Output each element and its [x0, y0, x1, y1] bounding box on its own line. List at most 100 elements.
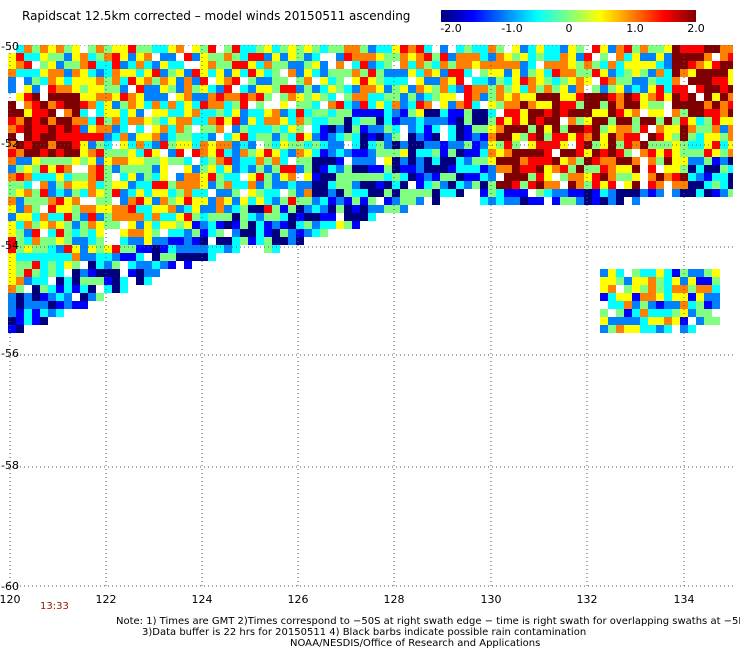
data-cell: [256, 181, 264, 189]
data-cell: [376, 85, 384, 93]
data-cell: [648, 285, 656, 293]
data-cell: [512, 197, 520, 205]
data-cell: [104, 101, 112, 109]
data-cell: [544, 189, 552, 197]
data-cell: [160, 205, 168, 213]
data-cell: [176, 109, 184, 117]
data-cell: [96, 101, 104, 109]
data-cell: [264, 53, 272, 61]
data-cell: [304, 69, 312, 77]
data-cell: [264, 189, 272, 197]
data-cell: [600, 277, 608, 285]
data-cell: [384, 109, 392, 117]
data-cell: [248, 125, 256, 133]
data-cell: [400, 197, 408, 205]
data-cell: [568, 133, 576, 141]
data-cell: [632, 85, 640, 93]
data-cell: [280, 157, 288, 165]
data-cell: [216, 229, 224, 237]
data-cell: [432, 181, 440, 189]
data-cell: [152, 165, 160, 173]
data-cell: [464, 133, 472, 141]
data-cell: [80, 101, 88, 109]
data-cell: [640, 285, 648, 293]
data-cell: [56, 181, 64, 189]
data-cell: [64, 77, 72, 85]
data-cell: [312, 173, 320, 181]
data-cell: [128, 93, 136, 101]
lon-label: 130: [480, 593, 502, 606]
data-cell: [576, 85, 584, 93]
data-cell: [160, 261, 168, 269]
data-cell: [624, 125, 632, 133]
data-cell: [512, 165, 520, 173]
data-cell: [448, 69, 456, 77]
data-cell: [8, 253, 16, 261]
data-cell: [176, 213, 184, 221]
data-cell: [32, 69, 40, 77]
data-cell: [264, 69, 272, 77]
data-cell: [632, 133, 640, 141]
data-cell: [416, 173, 424, 181]
data-cell: [584, 173, 592, 181]
data-cell: [472, 77, 480, 85]
data-cell: [320, 117, 328, 125]
data-cell: [136, 53, 144, 61]
data-cell: [504, 181, 512, 189]
data-cell: [312, 229, 320, 237]
data-cell: [32, 293, 40, 301]
data-cell: [88, 61, 96, 69]
data-cell: [544, 165, 552, 173]
data-cell: [216, 53, 224, 61]
data-cell: [208, 125, 216, 133]
data-cell: [24, 253, 32, 261]
data-cell: [640, 325, 648, 333]
data-cell: [600, 285, 608, 293]
data-cell: [688, 269, 696, 277]
data-cell: [248, 229, 256, 237]
data-cell: [208, 69, 216, 77]
data-cell: [312, 125, 320, 133]
data-cell: [248, 133, 256, 141]
data-cell: [120, 245, 128, 253]
data-cell: [280, 45, 288, 53]
data-cell: [520, 69, 528, 77]
data-cell: [592, 69, 600, 77]
data-cell: [408, 165, 416, 173]
data-cell: [424, 125, 432, 133]
data-cell: [32, 173, 40, 181]
data-cell: [96, 61, 104, 69]
data-cell: [240, 197, 248, 205]
data-cell: [32, 165, 40, 173]
data-cell: [240, 53, 248, 61]
data-cell: [400, 181, 408, 189]
data-cell: [200, 229, 208, 237]
data-cell: [184, 189, 192, 197]
data-cell: [288, 93, 296, 101]
note-line: 3)Data buffer is 22 hrs for 20150511 4) …: [142, 627, 587, 638]
data-cell: [576, 125, 584, 133]
data-cell: [136, 45, 144, 53]
data-cell: [208, 205, 216, 213]
data-cell: [368, 213, 376, 221]
data-cell: [472, 157, 480, 165]
data-cell: [712, 181, 720, 189]
lat-label: -56: [1, 347, 19, 360]
data-cell: [216, 61, 224, 69]
data-cell: [96, 93, 104, 101]
data-cell: [104, 77, 112, 85]
data-cell: [128, 221, 136, 229]
data-cell: [240, 165, 248, 173]
data-cell: [688, 101, 696, 109]
data-cell: [320, 77, 328, 85]
data-cell: [640, 269, 648, 277]
data-cell: [648, 61, 656, 69]
data-cell: [104, 165, 112, 173]
data-cell: [520, 181, 528, 189]
data-cell: [248, 93, 256, 101]
data-cell: [648, 157, 656, 165]
data-cell: [640, 189, 648, 197]
data-cell: [192, 245, 200, 253]
data-cell: [560, 69, 568, 77]
data-cell: [568, 77, 576, 85]
